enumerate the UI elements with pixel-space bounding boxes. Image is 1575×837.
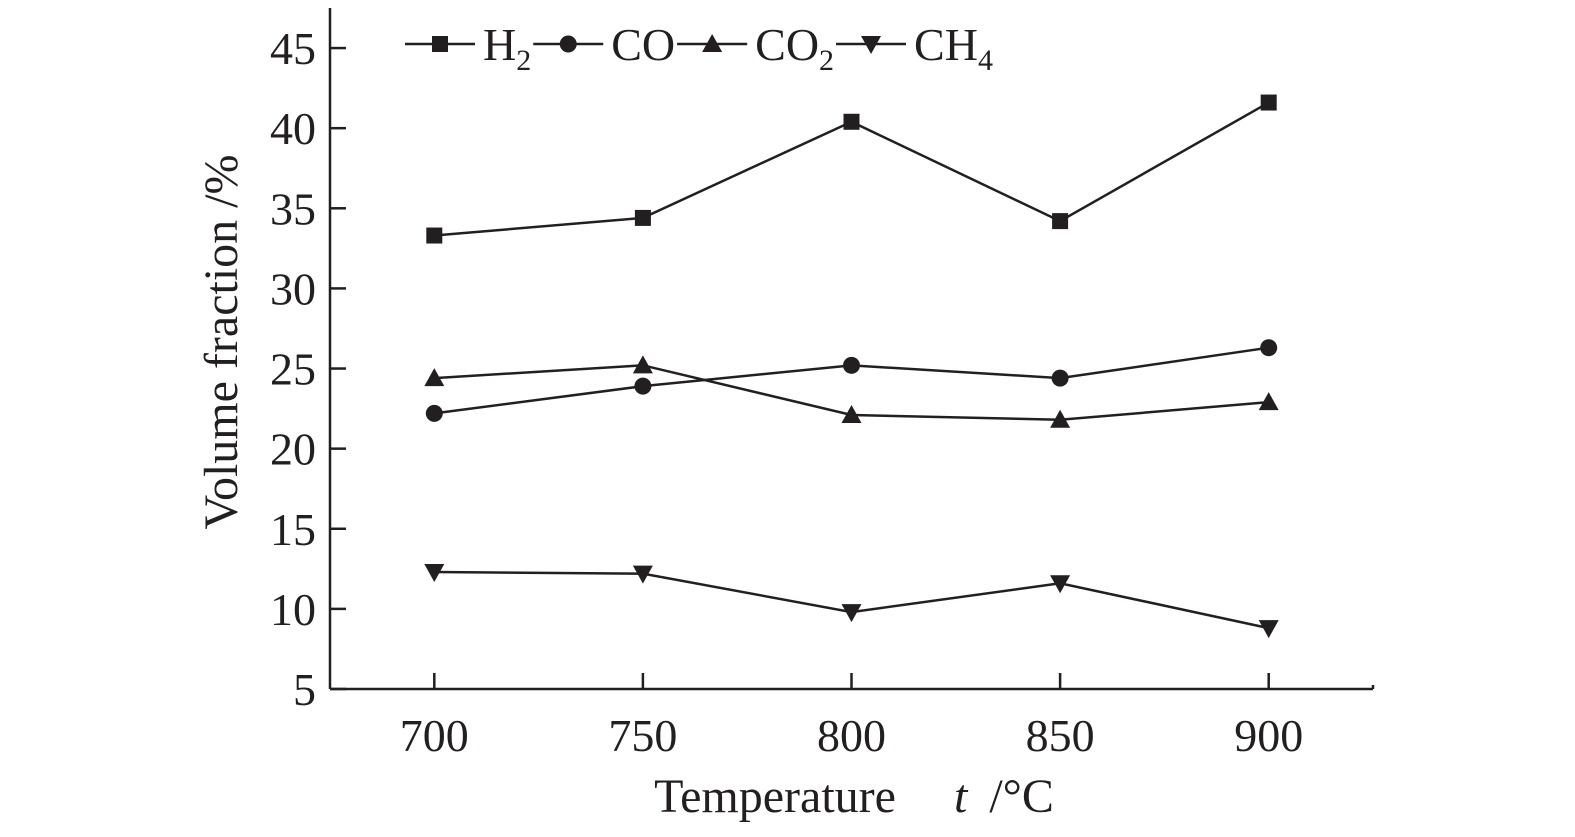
legend-marker [559, 35, 577, 53]
legend-label: H2 [483, 19, 531, 77]
x-tick-label: 850 [1026, 710, 1095, 761]
x-axis: 700 750 800 850 900 [400, 673, 1303, 761]
series-1 [425, 339, 1278, 422]
y-tick-label: 30 [270, 263, 316, 314]
series-3 [424, 564, 1279, 639]
x-axis-title-label: Temperature [654, 770, 896, 823]
series-0 [426, 94, 1277, 244]
x-axis-title: Temperature t /°C [654, 770, 1054, 823]
series-2 [424, 355, 1279, 428]
y-tick-label: 10 [270, 584, 316, 635]
y-tick-label: 35 [270, 183, 316, 234]
data-point [1258, 392, 1279, 411]
x-tick-label: 750 [608, 710, 677, 761]
data-point [424, 368, 445, 387]
data-point [1050, 575, 1071, 594]
data-point [632, 355, 653, 374]
legend-item-2: CO2 [677, 19, 834, 77]
data-point [841, 604, 862, 623]
x-tick-label: 700 [400, 710, 469, 761]
y-tick-label: 15 [270, 504, 316, 555]
y-tick-label: 40 [270, 103, 316, 154]
data-point [841, 404, 862, 423]
data-point [424, 564, 445, 583]
x-axis-title-variable: t [954, 770, 969, 823]
y-tick-label: 25 [270, 344, 316, 395]
data-point [1052, 213, 1069, 230]
y-tick-label: 5 [293, 664, 316, 715]
data-point [843, 113, 860, 130]
data-point [634, 377, 652, 395]
plot-frame [328, 8, 1375, 691]
series-layer [424, 94, 1279, 639]
legend-item-3: CH4 [836, 19, 993, 77]
legend: H2 CO CO2 CH4 [405, 19, 993, 77]
legend-item-0: H2 [405, 19, 531, 77]
data-point [1051, 369, 1069, 387]
legend-label: CO2 [755, 19, 834, 77]
y-tick-label: 20 [270, 424, 316, 475]
legend-item-1: CO [533, 19, 675, 70]
data-point [1260, 339, 1278, 357]
data-point [425, 404, 443, 422]
data-point [843, 356, 860, 374]
x-tick-label: 900 [1234, 710, 1303, 761]
data-point [1260, 94, 1277, 111]
legend-marker [861, 36, 882, 54]
legend-label: CO [611, 19, 675, 70]
legend-marker [432, 36, 448, 52]
legend-label: CH4 [914, 19, 993, 77]
y-axis: 5 10 15 20 25 30 35 40 45 [270, 23, 346, 715]
data-point [426, 227, 443, 244]
x-axis-title-unit: /°C [989, 770, 1054, 823]
legend-marker [702, 34, 723, 52]
y-axis-title: Volume fraction /% [195, 154, 248, 529]
y-tick-label: 45 [270, 23, 316, 74]
data-point [1258, 620, 1279, 639]
data-point [634, 209, 651, 226]
data-point [632, 565, 653, 584]
data-point [1050, 409, 1071, 428]
x-tick-label: 800 [817, 710, 886, 761]
